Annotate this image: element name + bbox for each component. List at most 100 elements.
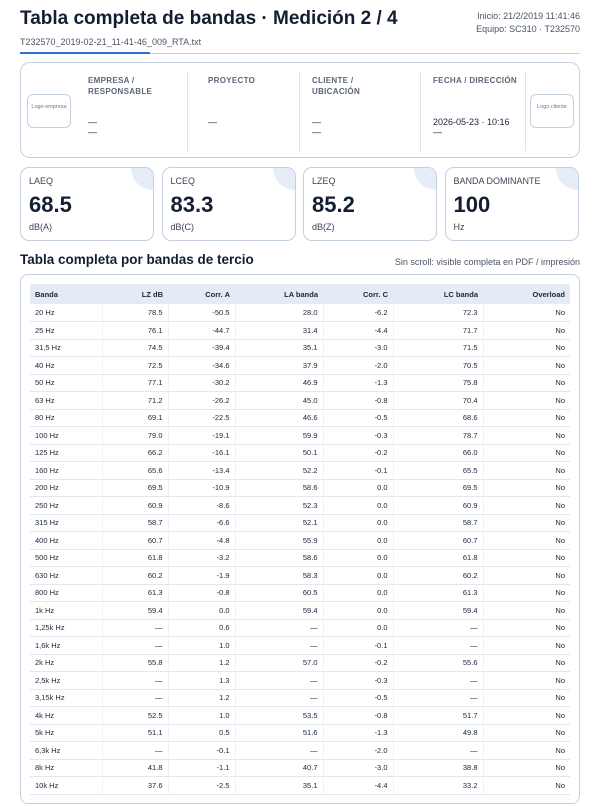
section-title: Tabla completa por bandas de tercio <box>20 252 254 267</box>
table-cell: No <box>483 426 570 445</box>
table-cell: 200 Hz <box>30 479 103 497</box>
table-cell: 20 Hz <box>30 304 103 322</box>
table-cell: No <box>483 584 570 602</box>
table-cell: 55.9 <box>235 531 324 550</box>
metric-card: LZEQ 85.2 dB(Z) <box>303 167 437 241</box>
table-cell: No <box>483 496 570 515</box>
table-cell: 10k Hz <box>30 776 103 795</box>
table-cell: -0.5 <box>323 409 394 427</box>
table-cell: No <box>483 549 570 567</box>
table-row: 80 Hz 69.1 -22.5 46.6 -0.5 68.6 No <box>30 409 570 427</box>
table-row: 6,3k Hz — -0.1— -2.0— No <box>30 741 570 760</box>
field-value: — <box>88 127 97 137</box>
device: Equipo: SC310 · T232570 <box>476 24 580 34</box>
logo-left: Logo empresa <box>27 94 71 128</box>
table-row: 800 Hz 61.3 -0.8 60.5 0.0 61.3 No <box>30 584 570 602</box>
table-cell: No <box>483 601 570 620</box>
table-row: 4k Hz 52.5 1.0 53.5 -0.8 51.7 No <box>30 706 570 725</box>
table-cell: -2.5 <box>168 776 236 795</box>
table-cell: 52.3 <box>235 496 324 515</box>
decoration <box>131 168 153 190</box>
table-cell: 59.4 <box>235 601 324 620</box>
table-cell: 28.0 <box>235 304 324 322</box>
table-cell: 35.1 <box>235 776 324 795</box>
table-cell: 0.0 <box>168 601 236 620</box>
table-cell: No <box>483 619 570 637</box>
table-cell: No <box>483 304 570 322</box>
table-cell: 58.6 <box>235 549 324 567</box>
table-cell: 66.0 <box>393 444 484 462</box>
table-cell: -19.1 <box>168 426 236 445</box>
table-row: 100 Hz 79.0 -19.1 59.9 -0.3 78.7 No <box>30 426 570 445</box>
table-cell: 4k Hz <box>30 706 103 725</box>
table-cell: 46.9 <box>235 374 324 392</box>
column-header: LC banda <box>393 284 483 304</box>
table-cell: — <box>393 671 484 690</box>
table-cell: -1.1 <box>168 759 236 777</box>
table-cell: — <box>235 619 324 637</box>
table-cell: 35.1 <box>235 339 324 357</box>
table-cell: 55.6 <box>393 654 484 672</box>
table-cell: 52.5 <box>102 706 169 725</box>
table-cell: -44.7 <box>168 321 236 340</box>
field-value: — <box>208 117 217 127</box>
metric-value: 83.3 <box>170 192 214 217</box>
table-cell: -1.3 <box>323 374 394 392</box>
table-cell: 1.2 <box>168 689 236 707</box>
table-cell: 72.3 <box>393 304 484 322</box>
table-cell: 60.9 <box>102 496 169 515</box>
table-cell: -22.5 <box>168 409 236 427</box>
table-cell: 800 Hz <box>30 584 103 602</box>
table-row: 1,6k Hz —1.0— -0.1— No <box>30 636 570 655</box>
table-cell: 33.2 <box>393 776 484 795</box>
table-cell: 53.5 <box>235 706 324 725</box>
table-cell: No <box>483 356 570 375</box>
table-cell: 25 Hz <box>30 321 103 340</box>
table-cell: 6,3k Hz <box>30 741 103 760</box>
header-row: Banda LZ dB Corr. A LA banda Corr. C LC banda… <box>30 284 570 304</box>
field-value: — <box>88 117 97 127</box>
table-row: 25 Hz 76.1 -44.7 31.4 -4.4 71.7 No <box>30 321 570 340</box>
column-header: Corr. C <box>323 284 393 304</box>
table-cell: — <box>393 636 484 655</box>
table-cell: — <box>393 689 484 707</box>
table-cell: 68.6 <box>393 409 484 427</box>
metric-unit: dB(C) <box>170 222 195 232</box>
table-cell: -0.3 <box>323 671 394 690</box>
table-cell: 40.7 <box>235 759 324 777</box>
table-row: 400 Hz 60.7 -4.8 55.9 0.0 60.7 No <box>30 531 570 550</box>
table-cell: 0.0 <box>323 584 394 602</box>
table-cell: -4.8 <box>168 531 236 550</box>
table-cell: 45.0 <box>235 391 324 410</box>
table-row: 40 Hz 72.5 -34.6 37.9 -2.0 70.5 No <box>30 356 570 375</box>
table-cell: -3.0 <box>323 759 394 777</box>
table-cell: -0.8 <box>168 584 236 602</box>
table-cell: -13.4 <box>168 461 236 480</box>
metric-card: LAEQ 68.5 dB(A) <box>20 167 154 241</box>
table-row: 250 Hz 60.9 -8.6 52.3 0.0 60.9 No <box>30 496 570 515</box>
table-cell: 72.5 <box>102 356 169 375</box>
info-field: CLIENTE / UBICACIÓN — — <box>312 75 402 137</box>
table-cell: -8.6 <box>168 496 236 515</box>
table-cell: 1,25k Hz <box>30 619 103 637</box>
table-cell: 57.0 <box>235 654 324 672</box>
table-cell: — <box>102 619 169 637</box>
table-cell: No <box>483 409 570 427</box>
table-cell: 49.8 <box>393 724 484 742</box>
table-cell: 0.0 <box>323 549 394 567</box>
table-row: 10k Hz 37.6 -2.5 35.1 -4.4 33.2 No <box>30 776 570 795</box>
metric-unit: Hz <box>453 222 465 232</box>
section-note: Sin scroll: visible completa en PDF / im… <box>394 257 580 267</box>
metric-label: LAEQ <box>29 176 54 186</box>
table-cell: 1.0 <box>168 636 236 655</box>
table-cell: 66.2 <box>102 444 169 462</box>
table-cell: 61.3 <box>393 584 484 602</box>
table-row: 50 Hz 77.1 -30.2 46.9 -1.3 75.8 No <box>30 374 570 392</box>
title: Tabla completa de bandas · Medición 2 / … <box>20 8 398 29</box>
table-cell: 60.7 <box>393 531 484 550</box>
table-cell: 41.8 <box>102 759 169 777</box>
table-cell: No <box>483 566 570 585</box>
bands-table: Banda LZ dB Corr. A LA banda Corr. C LC banda… <box>30 284 570 795</box>
info-field: PROYECTO — <box>208 75 298 127</box>
table-cell: 50 Hz <box>30 374 103 392</box>
